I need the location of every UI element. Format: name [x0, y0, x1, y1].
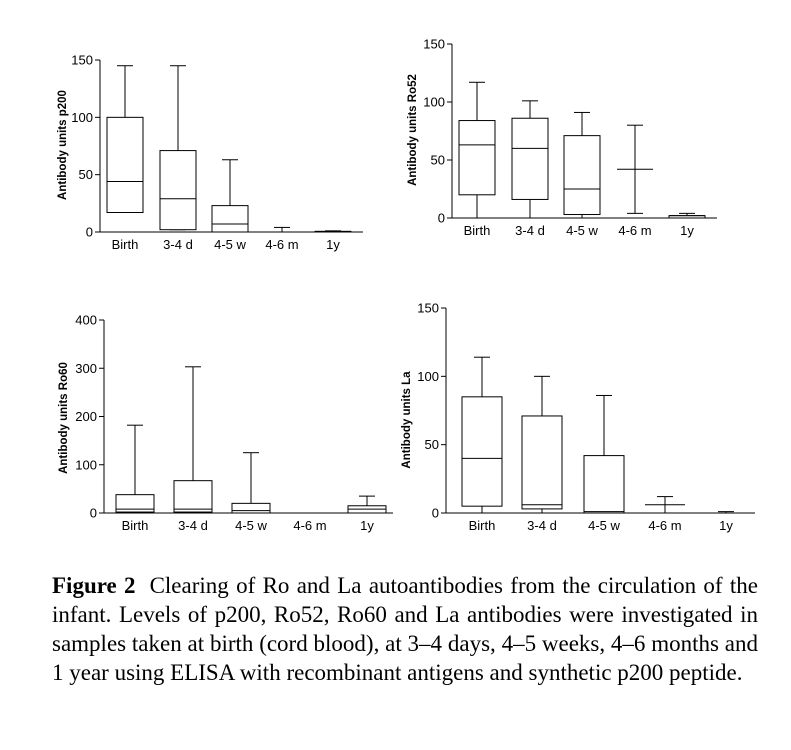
panel-4-box [521, 415, 563, 510]
panel-1-y-tick-label: 100 [71, 110, 93, 125]
panel-2-y-tick-label: 100 [423, 95, 445, 110]
panel-3-x-tick-label: 4-6 m [293, 518, 326, 533]
panel-4-x-tick-label: 4-6 m [648, 518, 681, 533]
panel-1-box [106, 116, 144, 214]
panel-4-box [583, 455, 625, 514]
panel-1-y-tick-label: 50 [79, 167, 93, 182]
panel-2-x-tick-label: 1y [680, 223, 694, 238]
panel-2-y-tick-label: 150 [423, 37, 445, 52]
panel-2-y-axis-title: Antibody units Ro52 [407, 74, 419, 186]
panel-1-x-tick-label: 4-6 m [265, 237, 298, 252]
panel-2-x-tick-label: 3-4 d [515, 223, 545, 238]
figure-caption: Figure 2 Clearing of Ro and La autoantibo… [52, 571, 758, 687]
panel-2-box [511, 117, 549, 200]
panel-2-box [563, 135, 601, 216]
panel-4-x-tick-label: 1y [719, 518, 733, 533]
panel-3-y-axis-title: Antibody units Ro60 [58, 362, 70, 474]
panel-2-y-tick-label: 50 [431, 153, 445, 168]
panel-1-box [159, 150, 197, 231]
panel-4-y-axis-title: Antibody units La [401, 371, 413, 469]
panel-1-x-tick-label: Birth [112, 237, 139, 252]
panel-3-y-tick-label: 400 [75, 313, 97, 328]
panel-3-x-tick-label: Birth [122, 518, 149, 533]
panel-3-y-tick-label: 300 [75, 361, 97, 376]
panel-4-y-tick-label: 100 [417, 369, 439, 384]
panel-4-y-tick-label: 150 [417, 301, 439, 316]
panel-3-box [231, 502, 271, 514]
panel-3-y-tick-label: 200 [75, 409, 97, 424]
panel-1-box [211, 205, 249, 233]
panel-1-x-tick-label: 4-5 w [214, 237, 246, 252]
panel-2-y-tick-label: 0 [438, 211, 445, 226]
panel-4-x-tick-label: 4-5 w [588, 518, 620, 533]
panel-4-y-tick-label: 0 [432, 506, 439, 521]
panel-3-x-tick-label: 3-4 d [178, 518, 208, 533]
panel-1-y-tick-label: 0 [86, 225, 93, 240]
panel-4-x-tick-label: 3-4 d [527, 518, 557, 533]
panel-3-box [115, 494, 155, 513]
panel-4-box [461, 396, 503, 507]
panel-3-y-tick-label: 0 [90, 506, 97, 521]
panel-4-y-tick-label: 50 [425, 437, 439, 452]
panel-3-y-tick-label: 100 [75, 457, 97, 472]
caption-text: Clearing of Ro and La autoantibodies fro… [52, 573, 758, 685]
panel-1-x-tick-label: 1y [326, 237, 340, 252]
panel-3-x-tick-label: 1y [360, 518, 374, 533]
panel-3-x-tick-label: 4-5 w [235, 518, 267, 533]
panel-4-x-tick-label: Birth [469, 518, 496, 533]
panel-2-box [458, 120, 496, 196]
panel-2-x-tick-label: Birth [464, 223, 491, 238]
panel-2-x-tick-label: 4-6 m [618, 223, 651, 238]
panel-3-box [173, 480, 213, 513]
panel-1-y-axis-title: Antibody units p200 [57, 90, 69, 200]
panel-1-x-tick-label: 3-4 d [163, 237, 193, 252]
panel-2-x-tick-label: 4-5 w [566, 223, 598, 238]
panel-1-y-tick-label: 150 [71, 53, 93, 68]
caption-lead: Figure 2 [52, 573, 136, 598]
